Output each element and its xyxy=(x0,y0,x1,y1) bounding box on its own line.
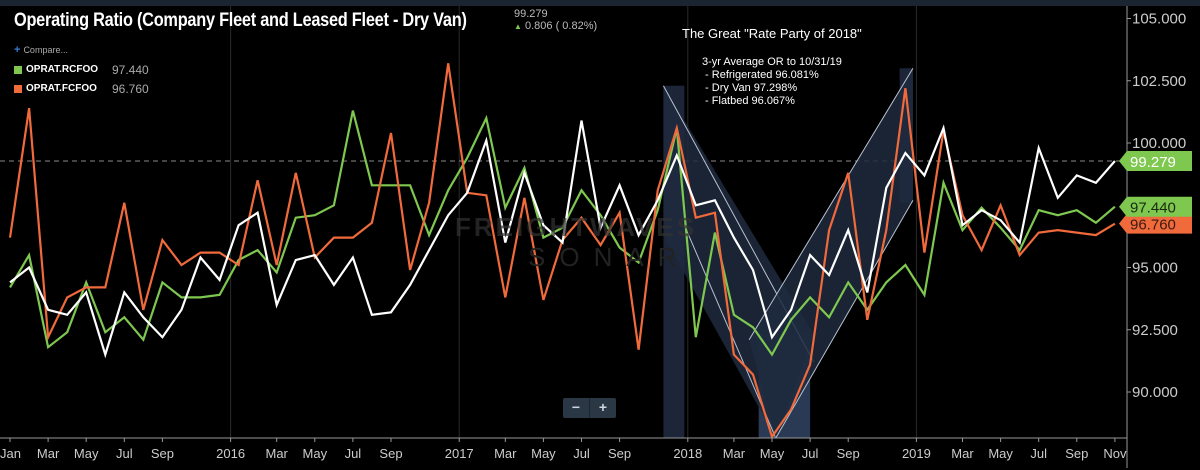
y-tick-label: 92.500 xyxy=(1132,322,1178,339)
annotation-line: - Dry Van 97.298% xyxy=(702,82,798,94)
x-tick-label: Jul xyxy=(116,446,133,461)
chart-header: Operating Ratio (Company Fleet and Lease… xyxy=(14,8,597,32)
x-tick-label: Sep xyxy=(379,446,402,461)
x-tick-label: May xyxy=(760,446,785,461)
x-tick-label: Jul xyxy=(1030,446,1047,461)
y-axis: 90.000 92.500 95.000 100.000 102.500 105.000 xyxy=(1126,6,1186,468)
watermark-sonar: SONAR xyxy=(528,242,691,272)
last-value-tag-label: 96.760 xyxy=(1130,217,1176,234)
legend-value: 97.440 xyxy=(112,62,149,77)
legend: + Compare... OPRAT.RCFOO 97.440 OPRAT.FC… xyxy=(14,44,149,98)
legend-swatch-green xyxy=(14,65,22,74)
title-values: 99.279 ▲ 0.806 ( 0.82%) xyxy=(514,8,597,33)
x-tick-label: May xyxy=(74,446,99,461)
y-tick-label: 102.500 xyxy=(1132,73,1186,90)
last-value: 99.279 xyxy=(514,8,548,20)
last-value-tag xyxy=(1119,196,1192,217)
channel-line xyxy=(775,200,914,439)
x-tick-label: Sep xyxy=(608,446,631,461)
x-tick-label: May xyxy=(988,446,1013,461)
x-tick-label: Mar xyxy=(37,446,60,461)
x-tick-label: Nov xyxy=(1103,446,1127,461)
channel-up xyxy=(749,68,913,439)
series-line-oprat-fcdoo-dry-van- xyxy=(9,120,1116,359)
channel-line xyxy=(748,68,914,340)
up-arrow-icon: ▲ xyxy=(514,22,522,31)
x-tick-label: Mar xyxy=(494,446,517,461)
x-tick-label: 2017 xyxy=(445,446,474,461)
x-tick-label: 2016 xyxy=(216,446,245,461)
x-tick-label: Sep xyxy=(151,446,174,461)
x-tick-label: Mar xyxy=(951,446,974,461)
legend-value: 96.760 xyxy=(112,81,149,96)
x-axis: Jan Mar May Jul Sep 2016 Mar May Jul Sep 2017 Mar Ma… xyxy=(0,437,1127,461)
x-tick-label: May xyxy=(303,446,328,461)
annotation-heading: 3-yr Average OR to 10/31/19 xyxy=(702,56,842,68)
x-tick-label: Jul xyxy=(573,446,590,461)
compare-button[interactable]: + Compare... xyxy=(14,44,149,56)
y-tick-label: 95.000 xyxy=(1132,260,1178,277)
last-value-tag xyxy=(1119,213,1192,234)
legend-swatch-orange xyxy=(14,84,22,93)
legend-name: OPRAT.FCFOO xyxy=(26,83,97,94)
last-value-tag-label: 97.440 xyxy=(1130,200,1176,217)
x-tick-label: Sep xyxy=(837,446,860,461)
top-strip xyxy=(0,0,1200,6)
x-tick-label: Jul xyxy=(802,446,819,461)
x-tick-label: 2018 xyxy=(673,446,702,461)
series-line-oprat-rcfoo xyxy=(9,110,1116,357)
y-tick-label: 90.000 xyxy=(1132,384,1178,401)
x-tick-label: May xyxy=(531,446,556,461)
series-group xyxy=(8,63,1116,440)
change-value: 0.806 ( 0.82%) xyxy=(524,20,598,32)
legend-item[interactable]: OPRAT.RCFOO 97.440 xyxy=(14,60,149,79)
compare-label: Compare... xyxy=(23,45,68,55)
y-tick-label: 100.000 xyxy=(1132,135,1186,152)
annotation-line: - Refrigerated 96.081% xyxy=(702,69,819,81)
zoom-out-button[interactable]: − xyxy=(571,399,581,415)
plus-icon: + xyxy=(14,44,21,56)
x-tick-label: 2019 xyxy=(902,446,931,461)
annotation-body: 3-yr Average OR to 10/31/19 - Refrigerat… xyxy=(702,56,842,108)
legend-name: OPRAT.RCFOO xyxy=(26,64,99,75)
x-tick-label: Mar xyxy=(266,446,289,461)
watermark-logo: FREIGHTWAVES xyxy=(455,212,698,242)
x-tick-label: Jan xyxy=(0,446,21,461)
x-tick-label: Jul xyxy=(345,446,362,461)
chart-title: Operating Ratio (Company Fleet and Lease… xyxy=(14,10,467,31)
zoom-controls: − + xyxy=(563,398,616,418)
y-tick-label: 105.000 xyxy=(1132,11,1186,28)
annotation-line: - Flatbed 96.067% xyxy=(702,95,795,107)
x-tick-label: Mar xyxy=(723,446,746,461)
last-value-tag xyxy=(1119,150,1192,171)
x-tick-label: Sep xyxy=(1065,446,1088,461)
last-value-tag-label: 99.279 xyxy=(1130,154,1176,171)
legend-item[interactable]: OPRAT.FCFOO 96.760 xyxy=(14,79,149,98)
annotation-title: The Great "Rate Party of 2018" xyxy=(682,26,862,41)
zoom-in-button[interactable]: + xyxy=(589,398,616,418)
